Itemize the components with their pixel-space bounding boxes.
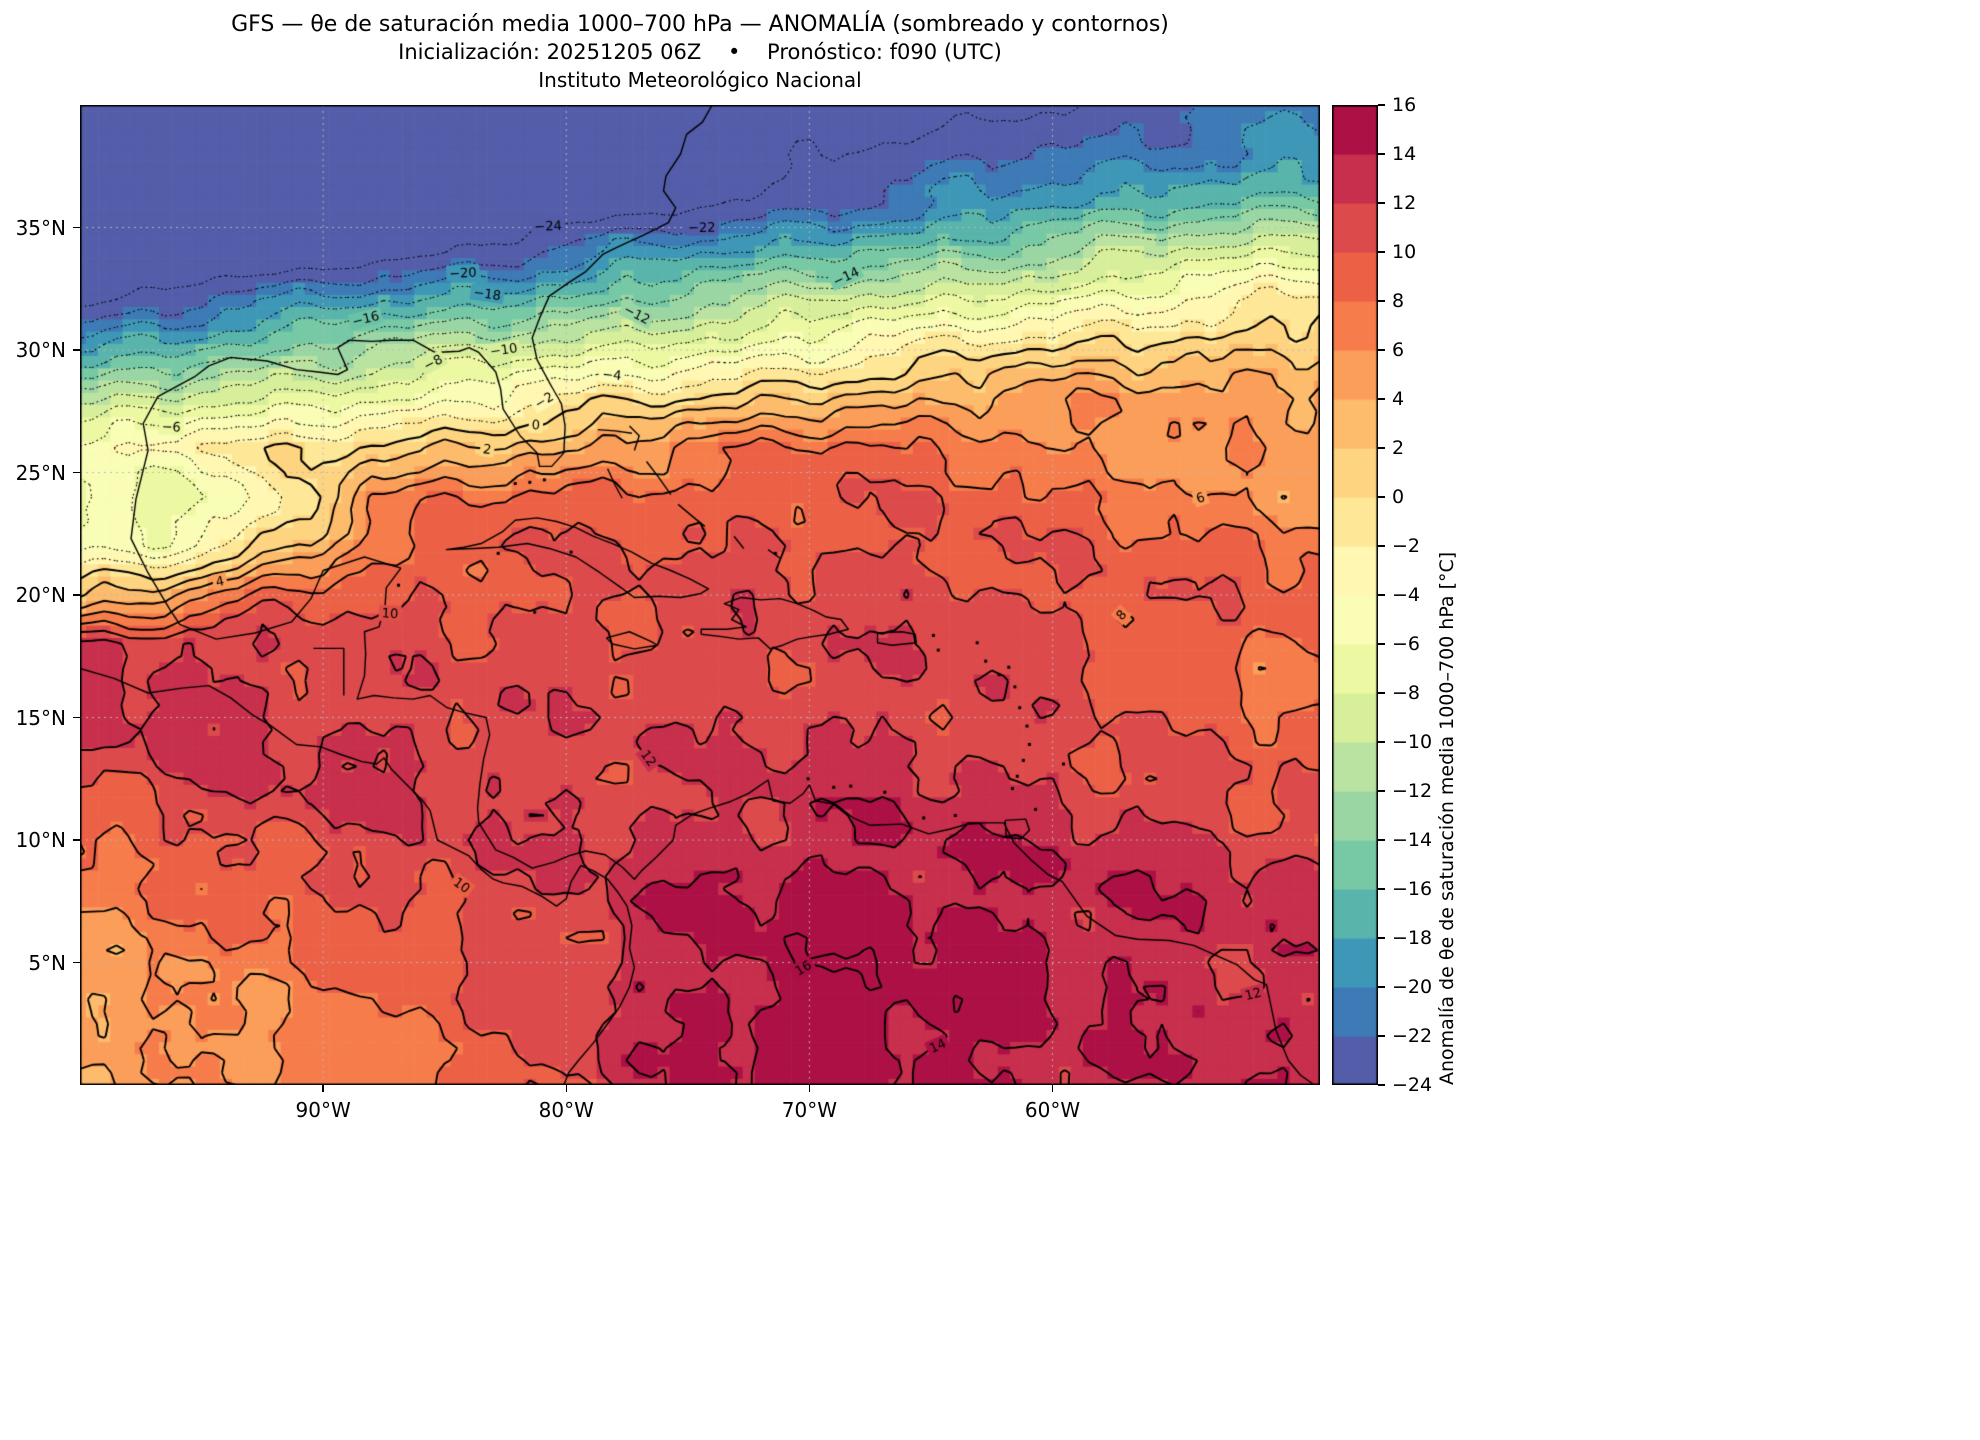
- colorbar-tick-label: 14: [1392, 143, 1417, 165]
- colorbar-tickmark: [1378, 447, 1385, 449]
- y-tick-label: 10°N: [15, 828, 66, 852]
- x-axis-tickmark: [565, 1085, 568, 1092]
- colorbar-tickmark: [1378, 1084, 1385, 1086]
- x-axis-tickmark: [808, 1085, 811, 1092]
- colorbar-tickmark: [1378, 692, 1385, 694]
- colorbar-tickmark: [1378, 937, 1385, 939]
- colorbar-tickmark: [1378, 104, 1385, 106]
- y-tick-label: 20°N: [15, 583, 66, 607]
- title-block: GFS — θe de saturación media 1000–700 hP…: [80, 10, 1320, 93]
- y-axis-tickmark: [73, 349, 80, 351]
- y-axis-tickmark: [73, 839, 80, 841]
- colorbar-tick-label: −16: [1392, 878, 1433, 900]
- colorbar-tickmark: [1378, 839, 1385, 841]
- colorbar-tickmark: [1378, 398, 1385, 400]
- colorbar-tick-label: −18: [1392, 927, 1433, 949]
- colorbar-canvas: [1332, 105, 1378, 1085]
- y-tick-label: 25°N: [15, 460, 66, 485]
- colorbar-tickmark: [1378, 349, 1385, 351]
- colorbar-tickmark: [1378, 741, 1385, 743]
- figure-title: GFS — θe de saturación media 1000–700 hP…: [231, 12, 1169, 37]
- colorbar-tick-label: −6: [1392, 633, 1421, 655]
- x-axis-tickmark: [1051, 1085, 1054, 1092]
- colorbar-tickmark: [1378, 986, 1385, 988]
- colorbar-tick-label: −8: [1392, 682, 1421, 704]
- colorbar-tickmark: [1378, 202, 1385, 204]
- colorbar-tick-label: −4: [1392, 584, 1421, 606]
- y-axis-tickmark: [73, 226, 80, 229]
- colorbar-tick-label: −22: [1392, 1025, 1433, 1047]
- colorbar-tick-label: 12: [1392, 192, 1417, 214]
- colorbar-tick-label: −12: [1392, 780, 1433, 802]
- colorbar-tick-label: 16: [1392, 94, 1417, 116]
- y-tick-label: 35°N: [15, 215, 66, 240]
- colorbar-tick-label: 10: [1392, 241, 1417, 263]
- colorbar-tick-label: −24: [1392, 1074, 1433, 1096]
- colorbar-tickmark: [1378, 496, 1385, 498]
- x-tick-label: 90°W: [295, 1098, 351, 1122]
- colorbar-tickmark: [1378, 643, 1385, 645]
- x-tick-label: 60°W: [1024, 1098, 1081, 1122]
- colorbar-tick-label: −14: [1392, 829, 1433, 851]
- x-axis-tickmark: [322, 1085, 324, 1092]
- y-tick-label: 5°N: [28, 950, 66, 975]
- colorbar-tick-label: 8: [1392, 290, 1405, 312]
- x-tick-label: 80°W: [538, 1098, 594, 1122]
- figure-subtitle-init-forecast: Inicialización: 20251205 06Z • Pronóstic…: [398, 40, 1002, 65]
- colorbar-tickmark: [1378, 594, 1385, 596]
- colorbar-tickmark: [1378, 251, 1385, 253]
- colorbar-tickmark: [1378, 300, 1385, 302]
- figure-subtitle-institution: Instituto Meteorológico Nacional: [538, 67, 862, 92]
- y-axis-tickmark: [73, 594, 80, 596]
- colorbar-tickmark: [1378, 545, 1385, 547]
- y-axis-tickmark: [73, 961, 80, 964]
- x-tick-label: 70°W: [781, 1098, 838, 1122]
- colorbar-tick-label: 0: [1392, 486, 1405, 508]
- y-tick-label: 30°N: [15, 338, 66, 362]
- y-axis-tickmark: [73, 716, 80, 719]
- colorbar-tickmark: [1378, 1035, 1385, 1037]
- colorbar-tick-label: −20: [1392, 976, 1433, 998]
- colorbar-tickmark: [1378, 888, 1385, 890]
- colorbar-tick-label: −10: [1392, 731, 1433, 753]
- colorbar-tickmark: [1378, 790, 1385, 792]
- colorbar-tick-label: 4: [1392, 388, 1405, 410]
- anomaly-contour-map-canvas: [80, 105, 1320, 1085]
- colorbar-tickmark: [1378, 153, 1385, 155]
- colorbar-tick-label: 2: [1392, 437, 1405, 459]
- y-tick-label: 15°N: [15, 705, 66, 730]
- colorbar-tick-label: 6: [1392, 339, 1405, 361]
- colorbar-axis-label: Anomalía de θe de saturación media 1000–…: [1436, 551, 1458, 1085]
- y-axis-tickmark: [73, 471, 80, 474]
- colorbar-tick-label: −2: [1392, 535, 1421, 557]
